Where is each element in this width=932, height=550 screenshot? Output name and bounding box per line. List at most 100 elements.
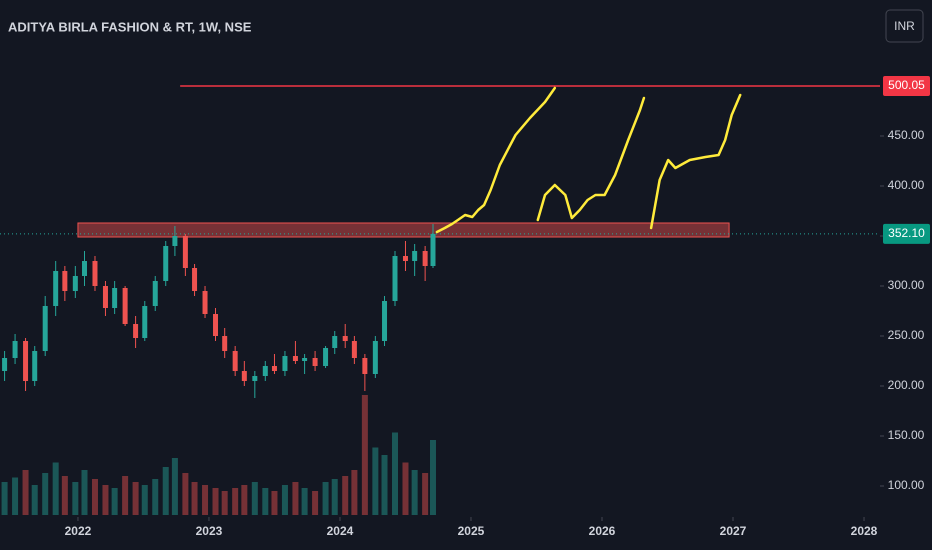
candle-body — [302, 358, 308, 361]
candle-body — [412, 251, 418, 261]
candle-body — [241, 371, 247, 381]
volume-bar — [372, 447, 379, 515]
candle-body — [42, 306, 48, 351]
candle-body — [202, 291, 208, 314]
volume-bar — [312, 491, 319, 515]
y-tick-label: 250.00 — [888, 328, 925, 342]
candle-body — [372, 341, 378, 374]
volume-bar — [72, 482, 79, 515]
candle-body — [422, 251, 428, 266]
candle-body — [182, 236, 188, 268]
volume-bar — [232, 488, 239, 515]
y-tick-label: 400.00 — [888, 178, 925, 192]
volume-bar — [411, 470, 418, 515]
volume-bar — [251, 482, 258, 515]
volume-bar — [281, 485, 288, 515]
candle-body — [430, 233, 436, 266]
volume-bar — [152, 479, 159, 515]
x-tick-label: 2025 — [458, 524, 485, 538]
volume-bar — [1, 482, 8, 515]
volume-bar — [141, 485, 148, 515]
candle-body — [342, 336, 348, 341]
volume-bar — [301, 488, 308, 515]
candle-body — [323, 348, 329, 366]
volume-bar — [91, 479, 98, 515]
x-tick-label: 2022 — [65, 524, 92, 538]
candle-body — [32, 351, 38, 381]
volume-bar — [52, 462, 59, 515]
y-tick-label: 100.00 — [888, 478, 925, 492]
volume-bar — [22, 470, 29, 515]
candle-body — [152, 281, 158, 306]
hand-drawing — [649, 93, 742, 230]
candle-body — [172, 236, 178, 246]
candle-body — [213, 314, 219, 336]
candle-body — [112, 288, 118, 308]
currency-button[interactable] — [885, 9, 924, 43]
volume-bar — [241, 485, 248, 515]
volume-bar — [42, 473, 49, 515]
candle-body — [362, 358, 368, 374]
volume-bar — [342, 476, 349, 515]
candle-body — [92, 261, 98, 286]
volume-bar — [102, 485, 109, 515]
volume-bar — [322, 482, 329, 515]
volume-bar — [132, 482, 139, 515]
candle-body — [222, 336, 228, 351]
candle-body — [392, 256, 398, 301]
volume-bar — [402, 462, 409, 515]
candle-body — [122, 288, 128, 324]
volume-bar — [331, 479, 338, 515]
volume-bar — [351, 470, 358, 515]
candle-body — [351, 341, 357, 358]
candle-body — [72, 276, 78, 291]
volume-bar — [271, 491, 278, 515]
volume-bar — [31, 485, 38, 515]
candle-body — [282, 356, 288, 371]
level-tag — [883, 75, 930, 96]
y-tick-label: 150.00 — [888, 428, 925, 442]
resistance-zone — [77, 222, 730, 238]
volume-bar — [381, 455, 388, 515]
hand-drawing — [435, 86, 557, 234]
candle-body — [102, 286, 108, 308]
level-tag-label: 500.05 — [888, 78, 925, 92]
candle-body — [402, 256, 408, 261]
candle-body — [142, 306, 148, 338]
volume-bar — [182, 473, 189, 515]
y-tick-label: 450.00 — [888, 128, 925, 142]
volume-bar — [162, 467, 169, 515]
x-tick-label: 2026 — [589, 524, 616, 538]
volume-bar — [361, 395, 368, 515]
candle-body — [163, 246, 169, 281]
candle-body — [133, 324, 139, 338]
volume-bar — [292, 482, 299, 515]
last-price-tag — [883, 223, 930, 244]
volume-bar — [212, 488, 219, 515]
y-tick-label: 300.00 — [888, 278, 925, 292]
candle-body — [312, 358, 318, 366]
candle-body — [232, 351, 238, 371]
hand-drawing — [536, 96, 646, 222]
volume-bar — [12, 477, 19, 515]
volume-bar — [61, 476, 68, 515]
candle-body — [271, 366, 277, 371]
plot-layer: 100.00150.00200.00250.00300.00350.00400.… — [0, 75, 930, 538]
volume-bar — [221, 491, 228, 515]
candle-body — [292, 356, 298, 361]
volume-bar — [202, 485, 209, 515]
volume-bar — [171, 458, 178, 515]
candle-body — [12, 341, 18, 358]
currency-label[interactable]: INR — [894, 19, 915, 33]
volume-bar — [81, 470, 88, 515]
volume-bar — [262, 488, 269, 515]
volume-bar — [111, 488, 118, 515]
candle-body — [82, 261, 88, 276]
x-tick-label: 2023 — [196, 524, 223, 538]
candle-body — [382, 301, 388, 341]
x-tick-label: 2027 — [720, 524, 747, 538]
x-tick-label: 2028 — [851, 524, 878, 538]
volume-bar — [191, 482, 198, 515]
